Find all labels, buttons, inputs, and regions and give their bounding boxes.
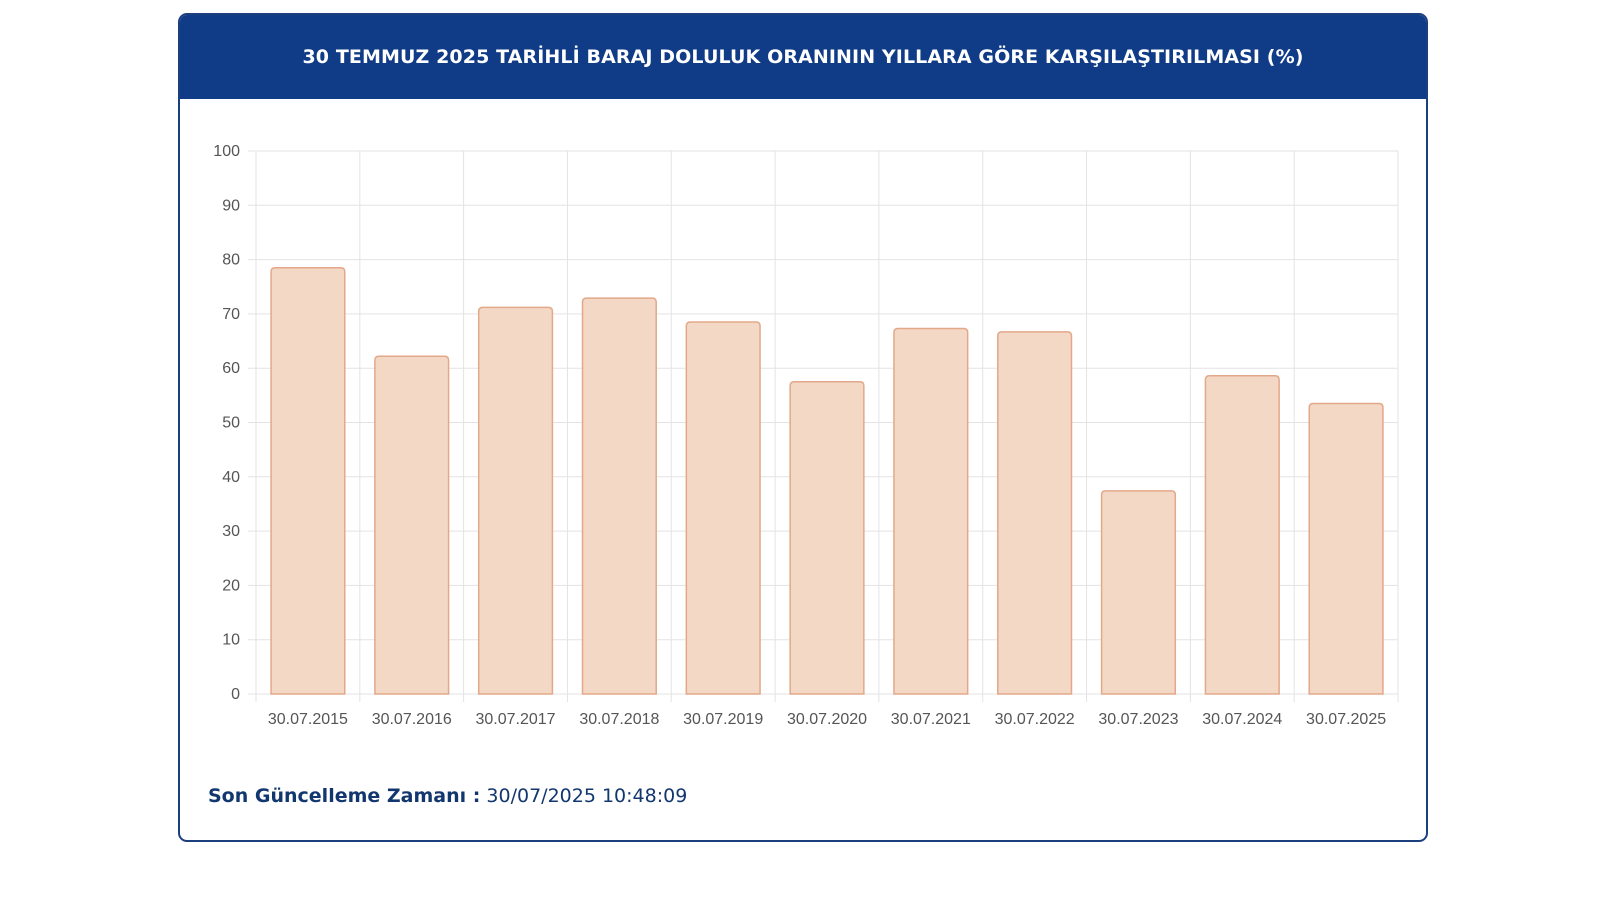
y-tick-label: 0: [231, 686, 240, 703]
bar-30.07.2015: [270, 266, 346, 695]
y-tick-label: 40: [222, 469, 240, 486]
y-tick-label: 20: [222, 577, 240, 594]
y-tick-label: 30: [222, 523, 240, 540]
x-tick-label: 30.07.2016: [372, 711, 452, 728]
x-tick-label: 30.07.2020: [787, 711, 867, 728]
y-tick-label: 70: [222, 306, 240, 323]
y-tick-label: 100: [213, 143, 240, 160]
chart-title: 30 TEMMUZ 2025 TARİHLİ BARAJ DOLULUK ORA…: [180, 15, 1426, 99]
x-tick-label: 30.07.2021: [891, 711, 971, 728]
bar-30.07.2020: [789, 381, 865, 695]
y-tick-label: 80: [222, 252, 240, 269]
x-tick-label: 30.07.2017: [476, 711, 556, 728]
x-tick-label: 30.07.2015: [268, 711, 348, 728]
bar-30.07.2018: [581, 297, 657, 695]
y-tick-label: 60: [222, 360, 240, 377]
x-tick-label: 30.07.2024: [1202, 711, 1282, 728]
bar-30.07.2023: [1100, 490, 1177, 695]
chart-area: 0 10 20 30 40 50 60 70 80 90 100 30.07.2015 30.07.20…: [180, 99, 1426, 744]
bar-30.07.2021: [893, 327, 969, 695]
bar-30.07.2024: [1204, 375, 1280, 695]
bar-chart: 0 10 20 30 40 50 60 70 80 90 100 30.07.2015 30.07.20…: [213, 143, 1399, 728]
last-update: Son Güncelleme Zamanı : 30/07/2025 10:48…: [208, 785, 687, 807]
y-tick-label: 10: [222, 632, 240, 649]
bar-30.07.2025: [1308, 402, 1384, 695]
y-tick-label: 90: [222, 197, 240, 214]
last-update-label: Son Güncelleme Zamanı :: [208, 785, 481, 807]
bar-30.07.2022: [997, 331, 1073, 695]
bar-30.07.2017: [477, 306, 554, 695]
x-tick-label: 30.07.2018: [579, 711, 659, 728]
bar-30.07.2019: [685, 321, 761, 695]
x-tick-label: 30.07.2025: [1306, 711, 1386, 728]
x-tick-label: 30.07.2019: [683, 711, 763, 728]
chart-card: 30 TEMMUZ 2025 TARİHLİ BARAJ DOLULUK ORA…: [178, 13, 1428, 842]
x-tick-label: 30.07.2022: [995, 711, 1075, 728]
last-update-value: 30/07/2025 10:48:09: [486, 785, 688, 807]
bar-30.07.2016: [374, 355, 450, 695]
x-tick-label: 30.07.2023: [1098, 711, 1178, 728]
y-tick-label: 50: [222, 415, 240, 432]
